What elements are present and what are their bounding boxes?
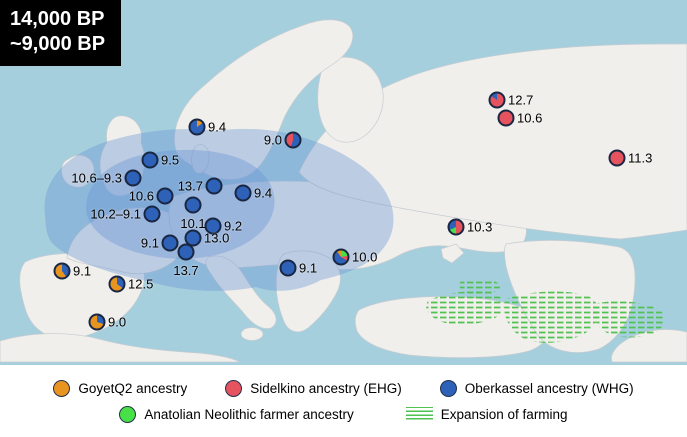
age-label: 12.5 xyxy=(128,276,154,292)
ancestry-pie-chart xyxy=(188,118,206,136)
age-label: 12.7 xyxy=(508,92,534,108)
legend-item-farming: Expansion of farming xyxy=(405,406,568,422)
land-scandinavia xyxy=(174,19,354,180)
legend-row-1: GoyetQ2 ancestry Sidelkino ancestry (EHG)… xyxy=(53,379,634,397)
ancestry-pie-chart xyxy=(234,184,252,202)
age-label: 10.6–9.3 xyxy=(71,170,122,186)
legend-label: Sidelkino ancestry (EHG) xyxy=(250,380,402,396)
age-label: 9.2 xyxy=(224,218,243,234)
age-label: 9.0 xyxy=(108,314,127,330)
ancestry-pie-chart xyxy=(608,149,626,167)
age-label: 9.4 xyxy=(254,185,273,201)
ancestry-pie-chart xyxy=(205,177,223,195)
sidelkino-swatch-icon xyxy=(225,379,243,397)
farming-hatch-area xyxy=(504,291,599,343)
farming-hatch-area xyxy=(426,291,504,325)
legend-item-sidelkino: Sidelkino ancestry (EHG) xyxy=(225,379,402,397)
age-label: 9.1 xyxy=(299,260,318,276)
ancestry-pie-chart xyxy=(279,259,297,277)
europe-map-svg xyxy=(0,0,687,365)
title-line-1: 14,000 BP xyxy=(10,8,105,30)
ancestry-pie-chart xyxy=(284,131,302,149)
age-label: 9.0 xyxy=(263,132,282,148)
ancestry-pie-chart xyxy=(141,151,159,169)
ancestry-pie-chart xyxy=(53,262,71,280)
ancestry-pie-chart xyxy=(108,275,126,293)
land-russia xyxy=(298,43,687,240)
ancestry-pie-chart xyxy=(488,91,506,109)
landmasses xyxy=(0,19,687,363)
legend-label: Expansion of farming xyxy=(440,406,568,422)
whg-range-core xyxy=(86,149,275,259)
age-label: 13.7 xyxy=(173,263,199,278)
land-denmark xyxy=(191,144,210,174)
ancestry-pie-chart xyxy=(332,248,350,266)
land-southeast-corner xyxy=(611,329,687,363)
age-label: 9.5 xyxy=(161,152,180,168)
whg-range-outer xyxy=(44,128,394,291)
farming-hatch-area xyxy=(592,301,665,338)
age-label: 10.6 xyxy=(517,110,543,126)
land-north-africa xyxy=(0,333,241,363)
age-label: 13.0 xyxy=(204,230,230,246)
europe-map: 9.4 9.0 12.7 10.6 11.3 9.5 10.6–9.3 13.7 9.4 10.6… xyxy=(0,0,687,365)
age-label: 10.2–9.1 xyxy=(90,206,141,222)
age-label: 10.6 xyxy=(128,188,154,204)
land-italy xyxy=(205,255,277,329)
legend-item-goyet: GoyetQ2 ancestry xyxy=(53,379,188,397)
legend-row-2: Anatolian Neolithic farmer ancestry Expan… xyxy=(119,405,568,423)
ancestry-pie-chart xyxy=(143,205,161,223)
ancestry-pie-chart xyxy=(204,217,222,235)
goyet-swatch-icon xyxy=(53,379,71,397)
ancestry-pie-chart xyxy=(161,234,179,252)
farming-hatch-area xyxy=(459,278,501,295)
age-label: 9.1 xyxy=(73,263,92,279)
legend: GoyetQ2 ancestry Sidelkino ancestry (EHG)… xyxy=(0,365,687,437)
ancestry-pie-chart xyxy=(447,218,465,236)
legend-item-oberkassel: Oberkassel ancestry (WHG) xyxy=(439,379,634,397)
age-label: 10.3 xyxy=(467,219,493,235)
ancestry-pie-chart xyxy=(124,169,142,187)
legend-item-anatolian: Anatolian Neolithic farmer ancestry xyxy=(119,405,354,423)
age-label: 10.0 xyxy=(352,249,378,265)
ancestry-pie-chart xyxy=(88,313,106,331)
age-label: 11.3 xyxy=(628,150,653,166)
legend-label: Oberkassel ancestry (WHG) xyxy=(464,380,634,396)
age-label: 10.1 xyxy=(180,216,206,231)
oberkassel-swatch-icon xyxy=(439,379,457,397)
age-label: 9.4 xyxy=(208,119,227,135)
ancestry-pie-chart xyxy=(177,243,195,261)
farming-expansion-areas xyxy=(426,278,665,343)
title-line-2: ~9,000 BP xyxy=(10,33,106,55)
legend-label: GoyetQ2 ancestry xyxy=(78,380,188,396)
age-label: 13.7 xyxy=(177,178,203,194)
land-ireland xyxy=(61,154,95,188)
ancestry-pie-chart xyxy=(184,196,202,214)
legend-label: Anatolian Neolithic farmer ancestry xyxy=(144,406,354,422)
land-crimea xyxy=(440,243,465,264)
ancestry-pie-chart xyxy=(497,109,515,127)
time-range-title: 14,000 BP ~9,000 BP xyxy=(0,0,122,66)
farming-hatch-icon xyxy=(405,406,433,422)
age-label: 9.1 xyxy=(140,235,159,251)
ancestry-pie-chart xyxy=(184,229,202,247)
anatolian-swatch-icon xyxy=(119,405,137,423)
ancestry-pie-chart xyxy=(156,187,174,205)
pie-markers-layer: 9.4 9.0 12.7 10.6 11.3 9.5 10.6–9.3 13.7 9.4 10.6… xyxy=(53,91,653,331)
land-sicily xyxy=(240,327,264,341)
